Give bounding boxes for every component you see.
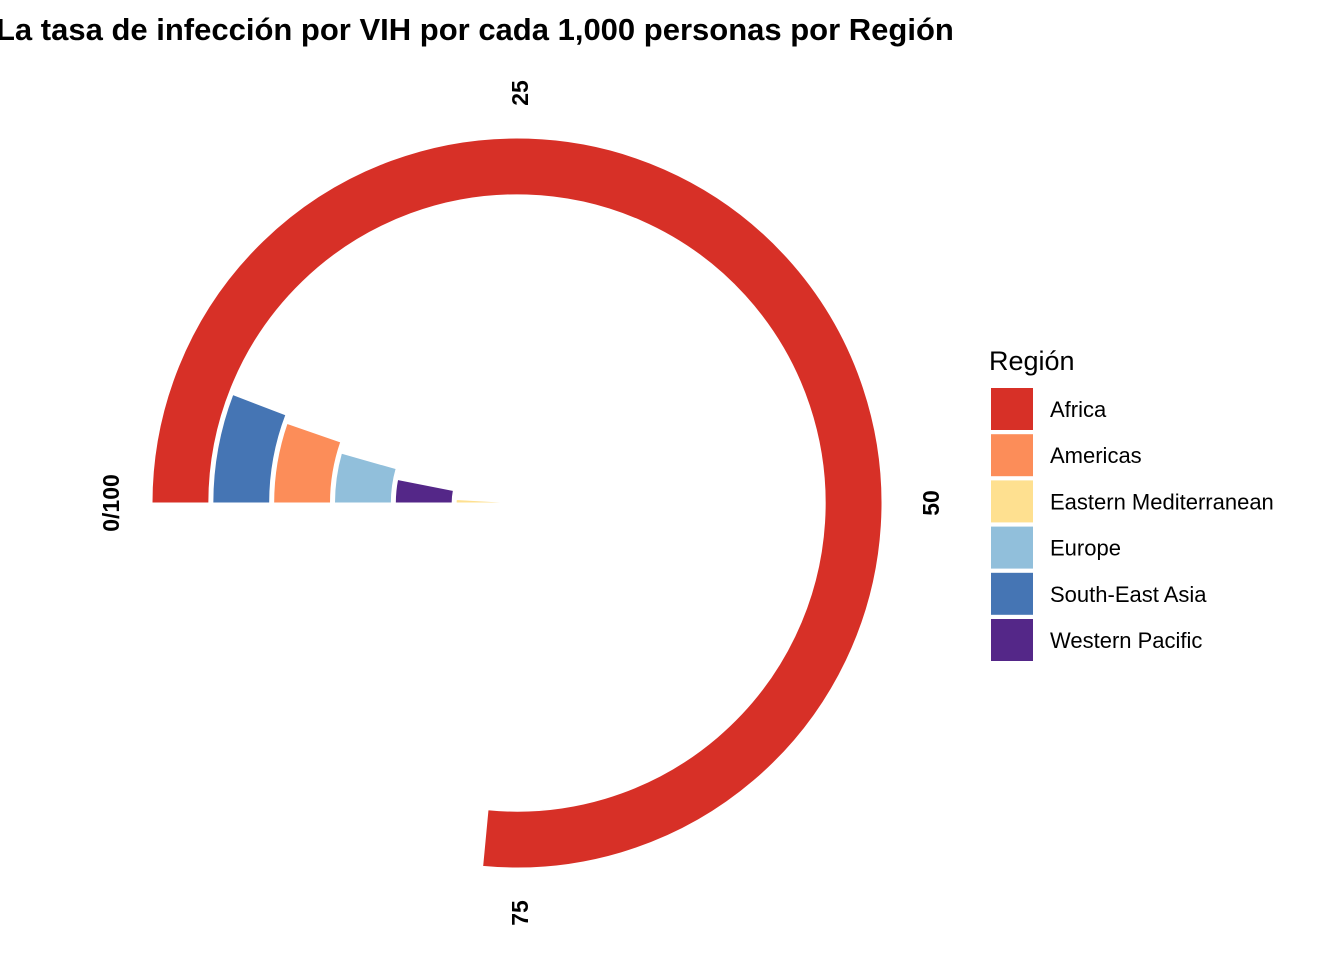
- legend-label-eastern-mediterranean: Eastern Mediterranean: [1050, 489, 1274, 514]
- tick-label-75: 75: [507, 900, 533, 926]
- chart-title: La tasa de infección por VIH por cada 1,…: [0, 12, 954, 47]
- bar-europe: [333, 452, 397, 504]
- legend-swatch-americas: [991, 434, 1033, 477]
- bar-south-east-asia: [212, 393, 287, 504]
- theta-tick-labels: 0/100 25 50 75: [98, 80, 944, 926]
- legend: Región Africa Americas Eastern Mediterrane…: [989, 346, 1274, 661]
- tick-label-25: 25: [507, 80, 533, 106]
- legend-title: Región: [989, 346, 1075, 376]
- legend-swatch-europe: [991, 526, 1033, 569]
- legend-label-americas: Americas: [1050, 443, 1142, 468]
- bar-western-pacific: [394, 478, 454, 504]
- bar-africa: [151, 137, 883, 869]
- legend-items: Africa Americas Eastern Mediterranean Europ…: [991, 388, 1274, 661]
- legend-label-western-pacific: Western Pacific: [1050, 628, 1202, 653]
- tick-label-50: 50: [918, 490, 944, 516]
- legend-swatch-africa: [991, 388, 1033, 430]
- legend-label-south-east-asia: South-East Asia: [1050, 582, 1207, 607]
- bar-americas: [273, 422, 342, 504]
- legend-swatch-western-pacific: [991, 619, 1033, 661]
- legend-label-africa: Africa: [1050, 397, 1107, 422]
- tick-label-0-100: 0/100: [98, 474, 124, 532]
- bar-eastern-mediterranean: [455, 499, 514, 504]
- legend-label-europe: Europe: [1050, 536, 1121, 561]
- legend-swatch-south-east-asia: [991, 572, 1033, 615]
- bars-layer: [151, 137, 883, 869]
- legend-swatch-eastern-mediterranean: [991, 480, 1033, 523]
